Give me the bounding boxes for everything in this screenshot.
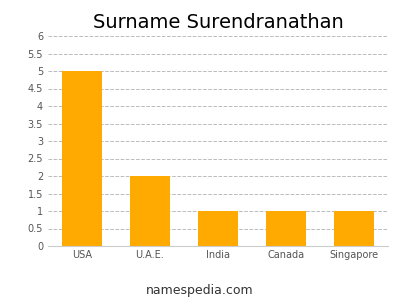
Title: Surname Surendranathan: Surname Surendranathan bbox=[93, 13, 343, 32]
Text: namespedia.com: namespedia.com bbox=[146, 284, 254, 297]
Bar bbox=[130, 176, 170, 246]
Bar bbox=[334, 211, 374, 246]
Bar bbox=[198, 211, 238, 246]
Bar bbox=[62, 71, 102, 246]
Bar bbox=[266, 211, 306, 246]
